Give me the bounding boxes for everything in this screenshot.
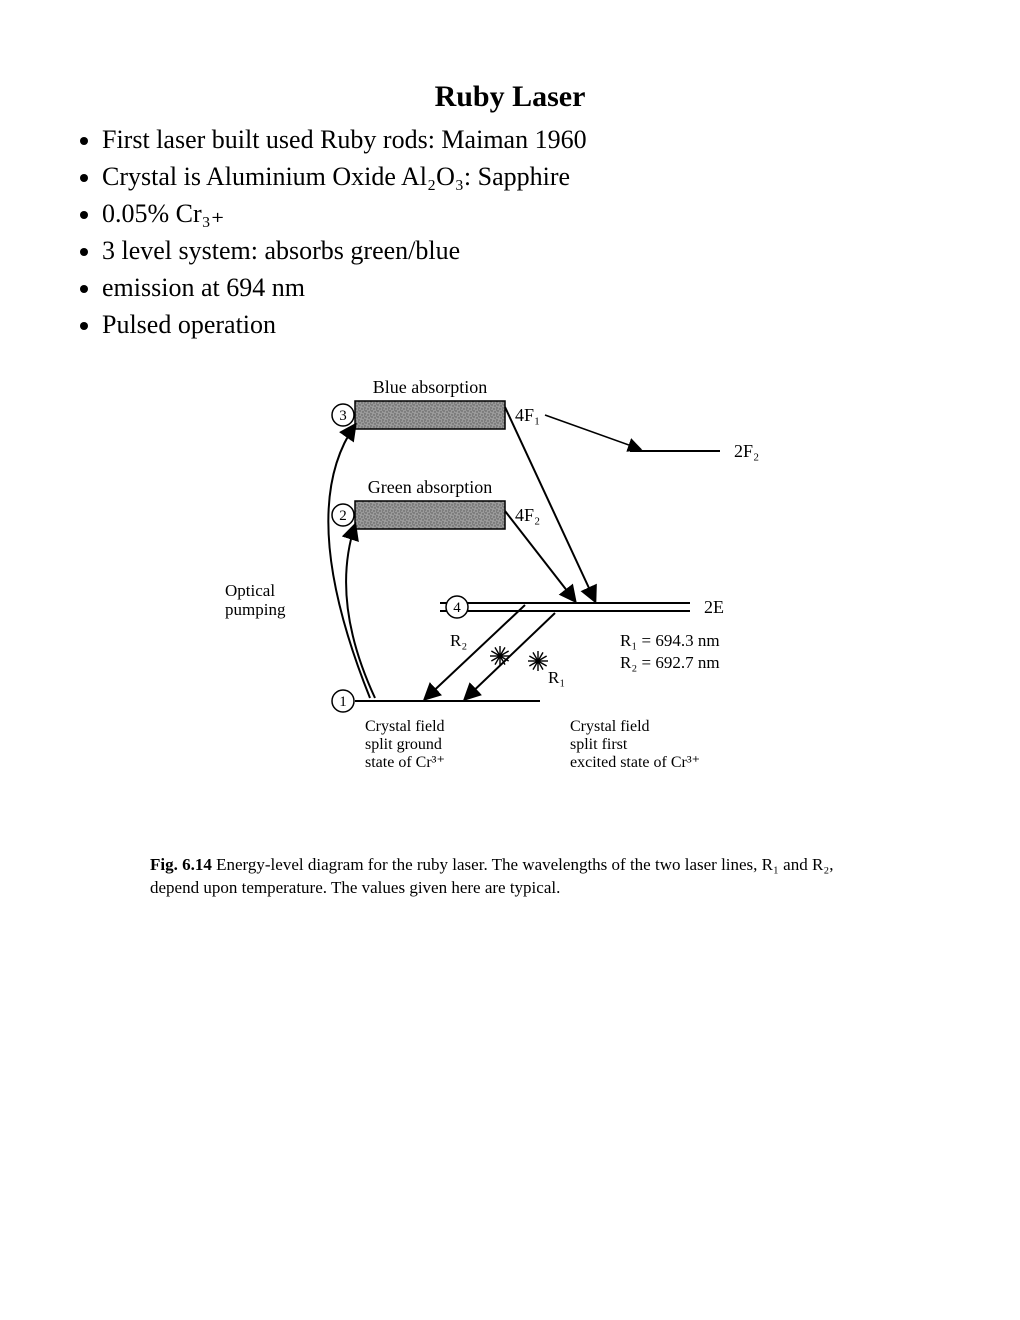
svg-text:4F₂: 4F₂ bbox=[515, 505, 540, 525]
bullet-list: First laser built used Ruby rods: Maiman… bbox=[80, 122, 940, 343]
svg-text:excited state of Cr³⁺: excited state of Cr³⁺ bbox=[570, 754, 700, 771]
svg-text:Crystal field: Crystal field bbox=[570, 718, 650, 735]
svg-text:R₁ = 694.3 nm: R₁ = 694.3 nm bbox=[620, 631, 720, 650]
svg-text:2: 2 bbox=[339, 508, 347, 524]
bullet-item: Crystal is Aluminium Oxide Al₂O₃: Sapphi… bbox=[102, 159, 940, 194]
svg-text:Green absorption: Green absorption bbox=[368, 477, 492, 497]
svg-text:Blue absorption: Blue absorption bbox=[373, 377, 488, 397]
bullet-item: Pulsed operation bbox=[102, 307, 940, 342]
bullet-item: First laser built used Ruby rods: Maiman… bbox=[102, 122, 940, 157]
energy-level-diagram: Blue absorption 4F₁ Green absorption 4F₂ 2F₂… bbox=[130, 371, 890, 900]
svg-text:R₂: R₂ bbox=[450, 631, 467, 650]
figure-caption: Fig. 6.14 Energy-level diagram for the r… bbox=[150, 854, 870, 900]
svg-text:split ground: split ground bbox=[365, 736, 442, 753]
svg-text:4: 4 bbox=[453, 600, 461, 616]
svg-text:R₂ = 692.7 nm: R₂ = 692.7 nm bbox=[620, 653, 720, 672]
bullet-item: 0.05% Cr₃₊ bbox=[102, 196, 940, 231]
figure-number: Fig. 6.14 bbox=[150, 855, 212, 874]
svg-text:pumping: pumping bbox=[225, 600, 286, 619]
svg-text:1: 1 bbox=[339, 694, 347, 710]
svg-text:2F₂: 2F₂ bbox=[734, 441, 759, 461]
svg-text:R₁: R₁ bbox=[548, 668, 565, 687]
bullet-item: 3 level system: absorbs green/blue bbox=[102, 233, 940, 268]
svg-text:split first: split first bbox=[570, 736, 628, 753]
svg-text:state of Cr³⁺: state of Cr³⁺ bbox=[365, 754, 445, 771]
page-title: Ruby Laser bbox=[80, 80, 940, 114]
bullet-item: emission at 694 nm bbox=[102, 270, 940, 305]
page: Ruby Laser First laser built used Ruby r… bbox=[0, 0, 1020, 899]
svg-text:2E: 2E bbox=[704, 597, 724, 617]
svg-text:3: 3 bbox=[339, 408, 347, 424]
svg-text:4F₁: 4F₁ bbox=[515, 405, 540, 425]
svg-text:Optical: Optical bbox=[225, 581, 275, 600]
svg-text:Crystal field: Crystal field bbox=[365, 718, 445, 735]
figure-caption-text: Energy-level diagram for the ruby laser.… bbox=[150, 855, 834, 897]
